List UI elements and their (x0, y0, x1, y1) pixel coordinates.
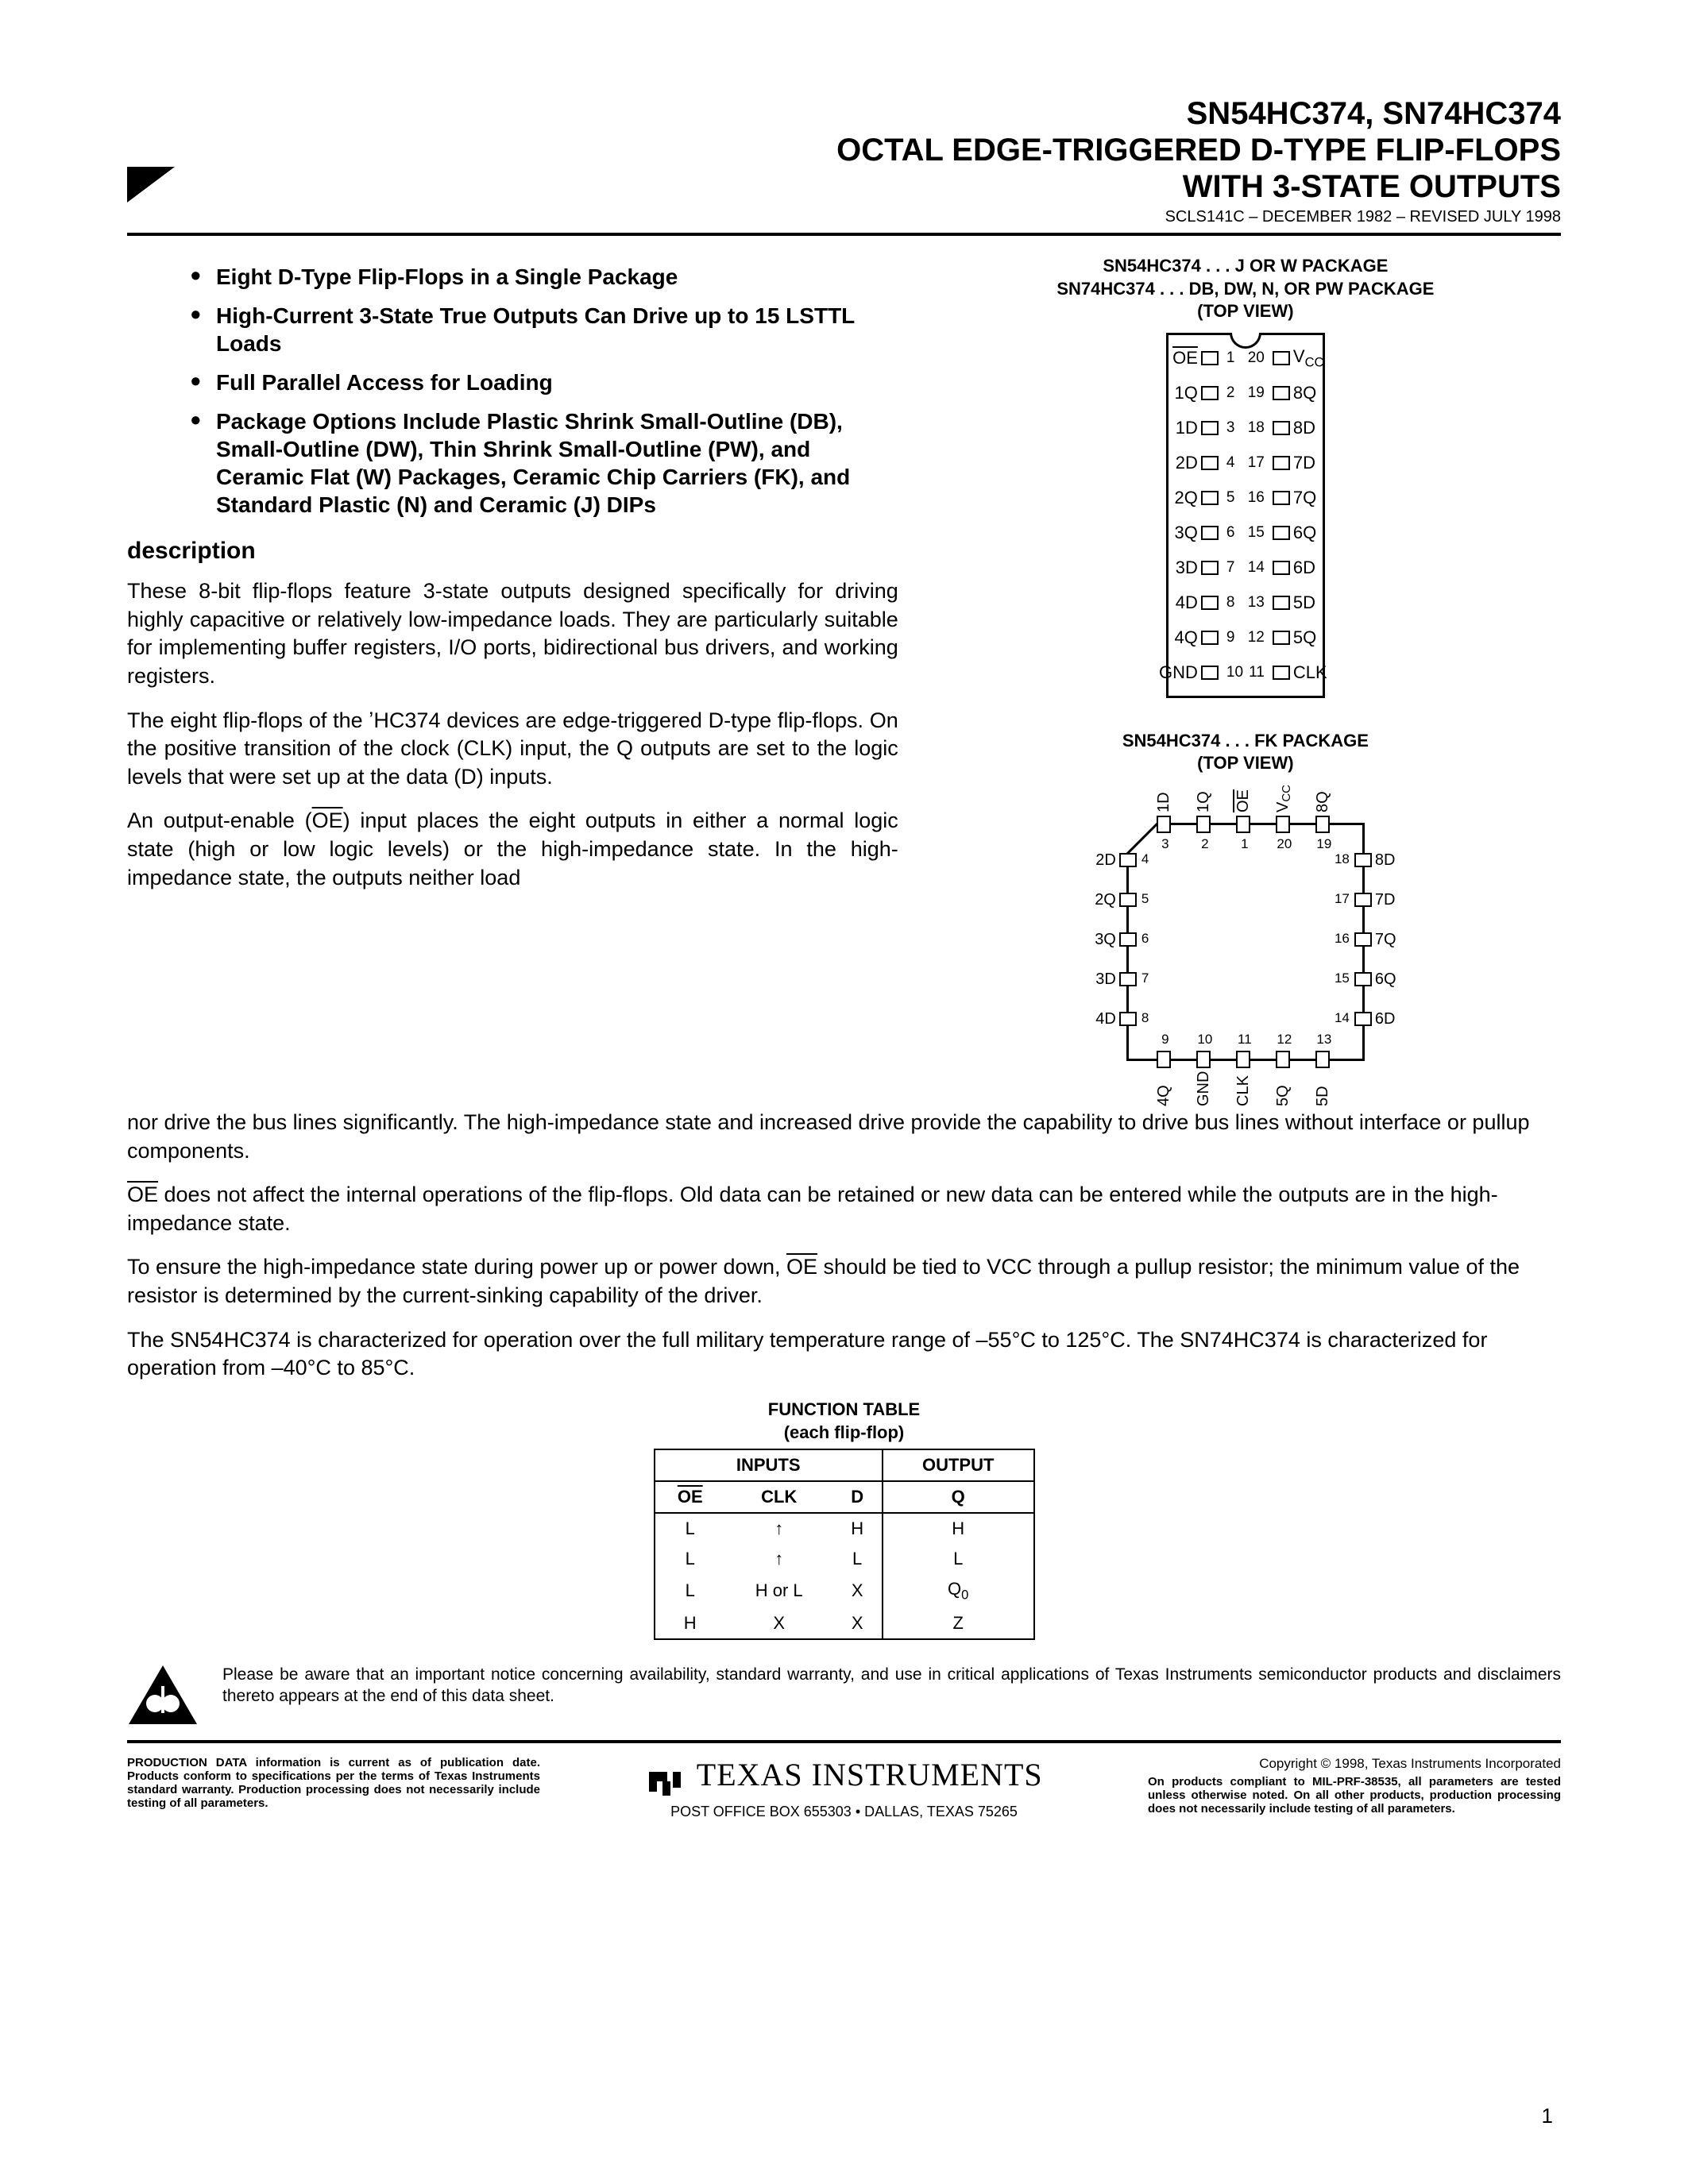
func-cell: ↑ (725, 1544, 832, 1574)
pin-label: 3Q (1175, 523, 1198, 543)
pin-label: 5Q (1293, 627, 1316, 648)
desc-p3: An output-enable (OE) input places the e… (127, 807, 898, 892)
pin-label: 7D (1293, 453, 1315, 473)
func-cell: Z (883, 1608, 1034, 1639)
pin-label: 8Q (1314, 778, 1332, 812)
pin-label: 1D (1155, 778, 1173, 812)
pin-label: 3D (1091, 970, 1116, 989)
func-cell: L (655, 1574, 725, 1607)
col-d: D (832, 1481, 883, 1513)
func-cell: X (832, 1574, 883, 1607)
pin-label: 5Q (1274, 1065, 1292, 1106)
fk-package-diagram: 42D52Q63Q73D84D188D177D167Q156Q146D31D21… (1079, 823, 1412, 1061)
description-body: These 8-bit flip-flops feature 3-state o… (127, 577, 898, 892)
func-cell: L (655, 1544, 725, 1574)
bullet-4: Package Options Include Plastic Shrink S… (191, 407, 898, 519)
pin-label: OE (1172, 348, 1198, 369)
pin-label: 2Q (1175, 488, 1198, 508)
desc-p6: The SN54HC374 is characterized for opera… (127, 1326, 1561, 1383)
page-footer: PRODUCTION DATA information is current a… (127, 1756, 1561, 1821)
fk-package-title: SN54HC374 . . . FK PACKAGE (TOP VIEW) (930, 730, 1561, 775)
ti-logo: TEXAS INSTRUMENTS POST OFFICE BOX 655303… (564, 1756, 1124, 1821)
output-header: OUTPUT (883, 1449, 1034, 1481)
dip-package-title: SN54HC374 . . . J OR W PACKAGE SN74HC374… (930, 255, 1561, 323)
doc-id: SCLS141C – DECEMBER 1982 – REVISED JULY … (127, 208, 1561, 226)
pin-label: OE (1234, 778, 1253, 812)
pin-label: 1Q (1175, 383, 1198, 403)
feature-bullets: Eight D-Type Flip-Flops in a Single Pack… (191, 263, 898, 519)
pin-label: GND (1195, 1065, 1213, 1106)
pin-label: 2D (1176, 453, 1198, 473)
part-numbers: SN54HC374, SN74HC374 (127, 95, 1561, 132)
func-cell: L (655, 1513, 725, 1544)
title-line-1: OCTAL EDGE-TRIGGERED D-TYPE FLIP-FLOPS (127, 132, 1561, 168)
bullet-2: High-Current 3-State True Outputs Can Dr… (191, 302, 898, 357)
pin-label: 1Q (1195, 778, 1213, 812)
page-number: 1 (1542, 2104, 1553, 2128)
pin-label: 1D (1176, 418, 1198, 438)
function-table: FUNCTION TABLE (each flip-flop) INPUTS O… (654, 1399, 1035, 1640)
func-cell: L (883, 1544, 1034, 1574)
description-continued: nor drive the bus lines significantly. T… (127, 1109, 1561, 1383)
pin-label: VCC (1274, 778, 1293, 812)
func-cell: ↑ (725, 1513, 832, 1544)
col-oe: OE (655, 1481, 725, 1513)
production-data-notice: PRODUCTION DATA information is current a… (127, 1756, 540, 1811)
pin-label: VCC (1293, 346, 1324, 370)
col-clk: CLK (725, 1481, 832, 1513)
pin-label: CLK (1293, 662, 1327, 683)
func-cell: X (725, 1608, 832, 1639)
disclaimer-row: Please be aware that an important notice… (127, 1664, 1561, 1727)
func-cell: Q0 (883, 1574, 1034, 1607)
pin-label: 6Q (1293, 523, 1316, 543)
pin-label: 4Q (1175, 627, 1198, 648)
footer-rule (127, 1740, 1561, 1743)
inputs-header: INPUTS (655, 1449, 883, 1481)
desc-p2: The eight flip-flops of the ʼHC374 devic… (127, 707, 898, 792)
func-cell: X (832, 1608, 883, 1639)
func-cell: H (655, 1608, 725, 1639)
pin-label: 8D (1293, 418, 1315, 438)
pin-label: 7Q (1375, 931, 1400, 949)
desc-p4: OE does not affect the internal operatio… (127, 1181, 1561, 1237)
title-line-2: WITH 3-STATE OUTPUTS (127, 168, 1561, 205)
pin-label: 6Q (1375, 970, 1400, 989)
pin-label: 5D (1314, 1065, 1332, 1106)
pin-label: 7D (1375, 891, 1400, 909)
header-rule (127, 233, 1561, 236)
bullet-1: Eight D-Type Flip-Flops in a Single Pack… (191, 263, 898, 291)
pin-label: 4D (1091, 1010, 1116, 1028)
pin-label: 2D (1091, 851, 1116, 870)
pin-label: 6D (1293, 558, 1315, 578)
page-header: SN54HC374, SN74HC374 OCTAL EDGE-TRIGGERE… (127, 95, 1561, 226)
pin-label: GND (1159, 662, 1198, 683)
desc-p1: These 8-bit flip-flops feature 3-state o… (127, 577, 898, 691)
pin-label: 3Q (1091, 931, 1116, 949)
warning-icon (127, 1664, 199, 1727)
func-cell: H or L (725, 1574, 832, 1607)
desc-p5: To ensure the high-impedance state durin… (127, 1253, 1561, 1310)
pin-label: 6D (1375, 1010, 1400, 1028)
pin-label: 5D (1293, 592, 1315, 613)
pin-label: CLK (1234, 1065, 1253, 1106)
pin-label: 2Q (1091, 891, 1116, 909)
pin-label: 7Q (1293, 488, 1316, 508)
copyright-block: Copyright © 1998, Texas Instruments Inco… (1148, 1756, 1561, 1816)
pin-label: 4D (1176, 592, 1198, 613)
pin-label: 8Q (1293, 383, 1316, 403)
dip-package-diagram: OE120VCC1Q2198Q1D3188D2D4177D2Q5167Q3Q61… (1111, 333, 1381, 698)
description-heading: description (127, 538, 898, 565)
pin-label: 4Q (1155, 1065, 1173, 1106)
ti-address: POST OFFICE BOX 655303 • DALLAS, TEXAS 7… (564, 1804, 1124, 1820)
func-cell: H (832, 1513, 883, 1544)
desc-p3c: nor drive the bus lines significantly. T… (127, 1109, 1561, 1165)
header-wedge-graphic (127, 167, 175, 203)
pin-label: 3D (1176, 558, 1198, 578)
bullet-3: Full Parallel Access for Loading (191, 369, 898, 396)
pin-label: 8D (1375, 851, 1400, 870)
disclaimer-text: Please be aware that an important notice… (222, 1664, 1561, 1707)
func-cell: L (832, 1544, 883, 1574)
func-cell: H (883, 1513, 1034, 1544)
col-q: Q (883, 1481, 1034, 1513)
